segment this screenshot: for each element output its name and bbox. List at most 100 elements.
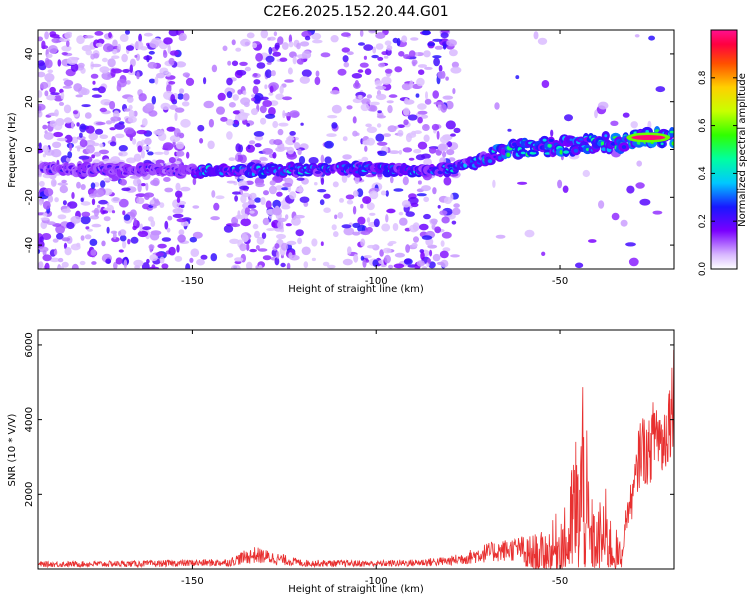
noise-blob bbox=[142, 145, 151, 151]
noise-blob bbox=[274, 243, 280, 249]
noise-blob bbox=[594, 109, 598, 119]
noise-blob bbox=[119, 235, 127, 242]
noise-blob bbox=[639, 198, 651, 206]
noise-blob bbox=[234, 154, 239, 162]
noise-blob bbox=[157, 243, 167, 249]
noise-blob bbox=[298, 184, 303, 194]
noise-blob bbox=[91, 154, 95, 159]
y-tick-label: 20 bbox=[24, 95, 35, 108]
noise-blob bbox=[57, 214, 67, 220]
noise-blob bbox=[265, 69, 272, 78]
noise-blob bbox=[372, 46, 377, 54]
spectrogram-panel: -150 -100 -50 -40 -20 0 20 40 Height of straigh… bbox=[7, 29, 675, 295]
noise-blob bbox=[49, 86, 56, 94]
noise-blob bbox=[176, 244, 180, 253]
noise-blob bbox=[215, 195, 225, 200]
noise-blob bbox=[386, 45, 393, 51]
y-tick-label: 0 bbox=[24, 146, 35, 152]
noise-blob bbox=[220, 116, 228, 122]
noise-blob bbox=[311, 257, 316, 262]
noise-blob bbox=[267, 37, 271, 41]
noise-blob bbox=[417, 180, 422, 185]
noise-blob bbox=[260, 30, 269, 39]
noise-blob bbox=[392, 223, 399, 231]
noise-blob bbox=[333, 231, 339, 238]
noise-blob bbox=[451, 220, 457, 225]
trace-point bbox=[547, 143, 552, 148]
noise-blob bbox=[411, 59, 418, 65]
noise-blob bbox=[174, 112, 178, 121]
noise-blob bbox=[358, 42, 365, 46]
snr-frame bbox=[37, 329, 675, 570]
noise-blob bbox=[425, 91, 428, 100]
noise-blob bbox=[322, 261, 330, 267]
noise-blob bbox=[367, 244, 377, 249]
noise-blob bbox=[404, 97, 409, 105]
noise-blob bbox=[76, 136, 86, 140]
noise-blob bbox=[67, 201, 78, 209]
x-tick-label: -100 bbox=[365, 276, 388, 287]
noise-blob bbox=[61, 52, 68, 56]
noise-blob bbox=[394, 66, 403, 73]
colorbar-tick-label: 0.2 bbox=[698, 214, 708, 228]
noise-blob bbox=[105, 120, 113, 125]
noise-blob bbox=[91, 223, 102, 228]
noise-blob bbox=[102, 43, 114, 53]
noise-blob bbox=[137, 145, 143, 153]
noise-blob bbox=[38, 103, 46, 111]
noise-blob bbox=[142, 203, 151, 210]
noise-blob bbox=[442, 44, 447, 50]
noise-blob bbox=[178, 229, 185, 236]
noise-blob bbox=[288, 41, 294, 48]
noise-blob bbox=[598, 200, 605, 209]
noise-blob bbox=[352, 205, 357, 215]
noise-blob bbox=[312, 39, 323, 44]
noise-blob bbox=[384, 40, 392, 46]
noise-blob bbox=[136, 197, 145, 205]
noise-blob bbox=[320, 177, 325, 185]
noise-blob bbox=[397, 124, 405, 128]
noise-blob bbox=[150, 220, 156, 227]
colorbar-tick-label: 0.8 bbox=[698, 70, 708, 85]
noise-blob bbox=[268, 46, 273, 55]
noise-blob bbox=[441, 231, 452, 239]
noise-blob bbox=[178, 32, 187, 41]
noise-blob bbox=[70, 215, 82, 224]
noise-blob bbox=[272, 152, 277, 159]
noise-blob bbox=[415, 154, 426, 161]
noise-blob bbox=[45, 59, 53, 69]
noise-blob bbox=[64, 32, 72, 39]
noise-blob bbox=[64, 134, 73, 143]
noise-blob bbox=[232, 191, 241, 195]
noise-blob bbox=[73, 83, 83, 92]
noise-blob bbox=[39, 236, 44, 243]
noise-blob bbox=[437, 71, 446, 79]
noise-blob bbox=[57, 266, 64, 269]
noise-blob bbox=[41, 233, 52, 240]
noise-blob bbox=[402, 147, 413, 153]
noise-blob bbox=[432, 55, 442, 59]
noise-blob bbox=[255, 52, 263, 62]
noise-blob bbox=[331, 122, 338, 129]
noise-blob bbox=[64, 247, 72, 256]
colorbar: 0.0 0.2 0.4 0.6 0.8 Normalized spectral ampl… bbox=[698, 29, 748, 276]
noise-blob bbox=[272, 207, 282, 216]
noise-blob bbox=[144, 137, 152, 146]
noise-blob bbox=[376, 141, 388, 146]
noise-blob bbox=[362, 259, 367, 268]
noise-blob bbox=[91, 142, 100, 147]
noise-blob bbox=[100, 99, 112, 106]
noise-blob bbox=[51, 37, 61, 44]
noise-blob bbox=[163, 150, 170, 156]
noise-blob bbox=[636, 160, 642, 167]
noise-blob bbox=[423, 158, 432, 167]
noise-blob bbox=[192, 205, 200, 209]
noise-blob bbox=[154, 76, 159, 85]
noise-blob bbox=[625, 242, 636, 247]
noise-blob bbox=[228, 157, 236, 162]
noise-blob bbox=[257, 248, 268, 252]
noise-blob bbox=[241, 233, 247, 238]
noise-blob bbox=[275, 185, 284, 191]
noise-blob bbox=[282, 96, 293, 101]
noise-blob bbox=[430, 218, 438, 224]
